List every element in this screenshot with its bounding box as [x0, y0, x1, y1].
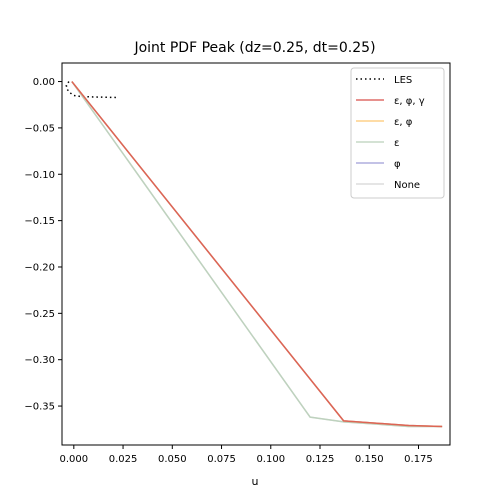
x-tick-label: 0.150: [355, 454, 384, 465]
x-tick-label: 0.000: [59, 454, 88, 465]
legend-label: φ: [394, 159, 401, 170]
x-tick-label: 0.025: [109, 454, 138, 465]
y-tick-label: −0.10: [24, 170, 55, 181]
y-tick-label: −0.05: [24, 123, 55, 134]
series-lines: [65, 81, 443, 428]
legend-label: LES: [394, 75, 412, 86]
chart-title: Joint PDF Peak (dz=0.25, dt=0.25): [133, 40, 375, 56]
x-axis-title: u: [252, 475, 259, 488]
legend-box: [350, 67, 445, 199]
legend-label: ε, φ, γ: [394, 96, 425, 107]
legend-label: None: [394, 180, 420, 191]
axes-frame: [61, 62, 451, 446]
x-tick-label: 0.175: [404, 454, 433, 465]
y-tick-label: −0.30: [24, 355, 55, 366]
y-tick-label: 0.00: [33, 77, 55, 88]
legend-label: ε, φ: [394, 117, 413, 128]
x-tick-label: 0.100: [256, 454, 285, 465]
y-tick-label: −0.20: [24, 262, 55, 273]
plot-area: 0.000 0.025 0.050 0.075 0.100 0.125 0.150 0.175…: [24, 62, 451, 465]
x-tick-label: 0.125: [306, 454, 335, 465]
series-line-5: [71, 81, 443, 428]
legend-label: ε: [394, 138, 399, 149]
y-tick-label: −0.35: [24, 402, 55, 413]
legend: LES ε, φ, γ ε, φ εφ None: [350, 67, 445, 199]
x-tick-label: 0.050: [158, 454, 187, 465]
x-tick-label: 0.075: [207, 454, 236, 465]
y-tick-label: −0.15: [24, 216, 55, 227]
y-tick-label: −0.25: [24, 309, 55, 320]
